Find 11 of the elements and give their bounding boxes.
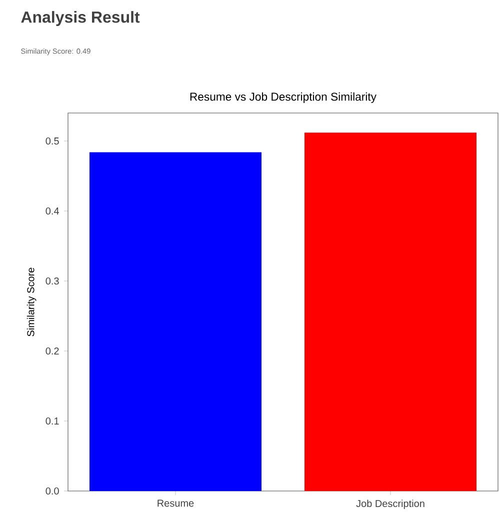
x-tick-label: Resume — [158, 500, 194, 507]
x-tick-label: Job Description — [356, 500, 424, 510]
y-tick-label: 0.1 — [46, 417, 59, 425]
y-tick-label: 0.3 — [46, 277, 59, 285]
y-tick-label: 0.4 — [46, 207, 59, 215]
y-tick-label: 0.2 — [46, 347, 59, 355]
y-axis-title: Similarity Score — [26, 268, 36, 336]
chart-title: Resume vs Job Description Similarity — [190, 92, 376, 103]
y-tick-label: 0.0 — [46, 487, 59, 495]
text: Analysis Result — [21, 11, 140, 26]
y-tick-label: 0.5 — [46, 137, 59, 145]
